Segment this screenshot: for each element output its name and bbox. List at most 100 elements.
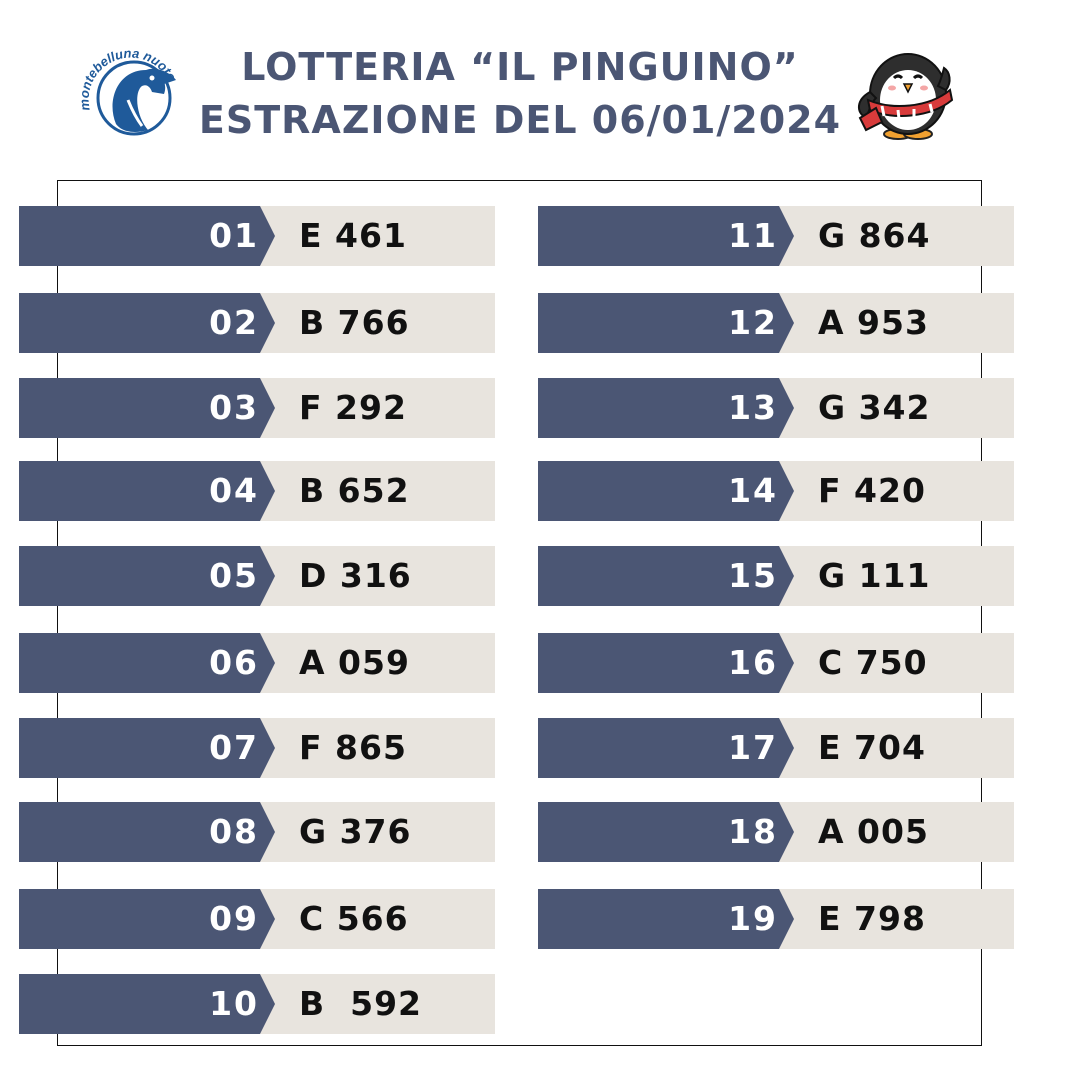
number-arrow-badge [19,378,275,438]
result-row: 14 F 420 [538,461,1014,521]
results-frame [57,180,982,1046]
ticket-code: G 864 [818,216,931,255]
code-panel [774,546,1014,606]
result-row: 07 F 865 [19,718,495,778]
result-row: 18 A 005 [538,802,1014,862]
code-panel [774,206,1014,266]
number-arrow-badge [19,546,275,606]
code-panel [255,633,495,693]
code-panel [774,378,1014,438]
code-panel [255,206,495,266]
number-arrow-badge [19,206,275,266]
draw-number: 18 [728,812,778,851]
result-row: 10 B 592 [19,974,495,1034]
ticket-code: A 005 [818,812,929,851]
penguin-icon [858,53,954,140]
draw-number: 13 [728,388,778,427]
ticket-code: A 059 [299,643,410,682]
number-arrow-badge [538,633,794,693]
ticket-code: F 865 [299,728,407,767]
draw-number: 09 [209,899,259,938]
draw-number: 05 [209,556,259,595]
draw-number: 02 [209,303,259,342]
draw-number: 03 [209,388,259,427]
code-panel [255,546,495,606]
ticket-code: C 750 [818,643,928,682]
number-arrow-badge [538,546,794,606]
number-arrow-badge [19,889,275,949]
title-line-1: LOTTERIA “IL PINGUINO” [241,45,799,89]
ticket-code: G 111 [818,556,931,595]
number-arrow-badge [19,718,275,778]
ticket-code: G 342 [818,388,931,427]
code-panel [255,974,495,1034]
draw-number: 07 [209,728,259,767]
ticket-code: D 316 [299,556,412,595]
draw-number: 08 [209,812,259,851]
ticket-code: E 704 [818,728,926,767]
result-row: 06 A 059 [19,633,495,693]
code-panel [255,802,495,862]
ticket-code: G 376 [299,812,412,851]
draw-number: 14 [728,471,778,510]
number-arrow-badge [19,802,275,862]
number-arrow-badge [538,802,794,862]
draw-number: 06 [209,643,259,682]
result-row: 03 F 292 [19,378,495,438]
draw-number: 17 [728,728,778,767]
code-panel [255,461,495,521]
number-arrow-badge [538,206,794,266]
ticket-code: B 592 [299,984,423,1023]
result-row: 17 E 704 [538,718,1014,778]
ticket-code: A 953 [818,303,929,342]
ticket-code: C 566 [299,899,409,938]
code-panel [255,378,495,438]
number-arrow-badge [538,889,794,949]
number-arrow-badge [19,974,275,1034]
result-row: 09 C 566 [19,889,495,949]
draw-number: 19 [728,899,778,938]
draw-number: 16 [728,643,778,682]
draw-number: 04 [209,471,259,510]
ticket-code: F 420 [818,471,926,510]
result-row: 04 B 652 [19,461,495,521]
result-row: 11 G 864 [538,206,1014,266]
ticket-code: B 652 [299,471,410,510]
result-row: 08 G 376 [19,802,495,862]
result-row: 19 E 798 [538,889,1014,949]
code-panel [774,633,1014,693]
code-panel [774,802,1014,862]
result-row: 13 G 342 [538,378,1014,438]
ticket-code: E 461 [299,216,407,255]
draw-number: 10 [209,984,259,1023]
result-row: 02 B 766 [19,293,495,353]
result-row: 15 G 111 [538,546,1014,606]
draw-number: 01 [209,216,259,255]
number-arrow-badge [538,378,794,438]
code-panel [255,718,495,778]
title-line-2: ESTRAZIONE DEL 06/01/2024 [198,98,842,142]
code-panel [255,293,495,353]
number-arrow-badge [538,461,794,521]
ticket-code: B 766 [299,303,410,342]
draw-number: 12 [728,303,778,342]
draw-number: 11 [728,216,778,255]
code-panel [774,461,1014,521]
number-arrow-badge [538,293,794,353]
number-arrow-badge [538,718,794,778]
ticket-code: E 798 [818,899,926,938]
montebelluna-nuoto-logo: montebelluna nuoto [76,45,180,136]
ticket-code: F 292 [299,388,407,427]
result-row: 05 D 316 [19,546,495,606]
result-row: 16 C 750 [538,633,1014,693]
code-panel [774,889,1014,949]
code-panel [255,889,495,949]
code-panel [774,293,1014,353]
draw-number: 15 [728,556,778,595]
code-panel [774,718,1014,778]
number-arrow-badge [19,293,275,353]
number-arrow-badge [19,461,275,521]
number-arrow-badge [19,633,275,693]
result-row: 01 E 461 [19,206,495,266]
result-row: 12 A 953 [538,293,1014,353]
